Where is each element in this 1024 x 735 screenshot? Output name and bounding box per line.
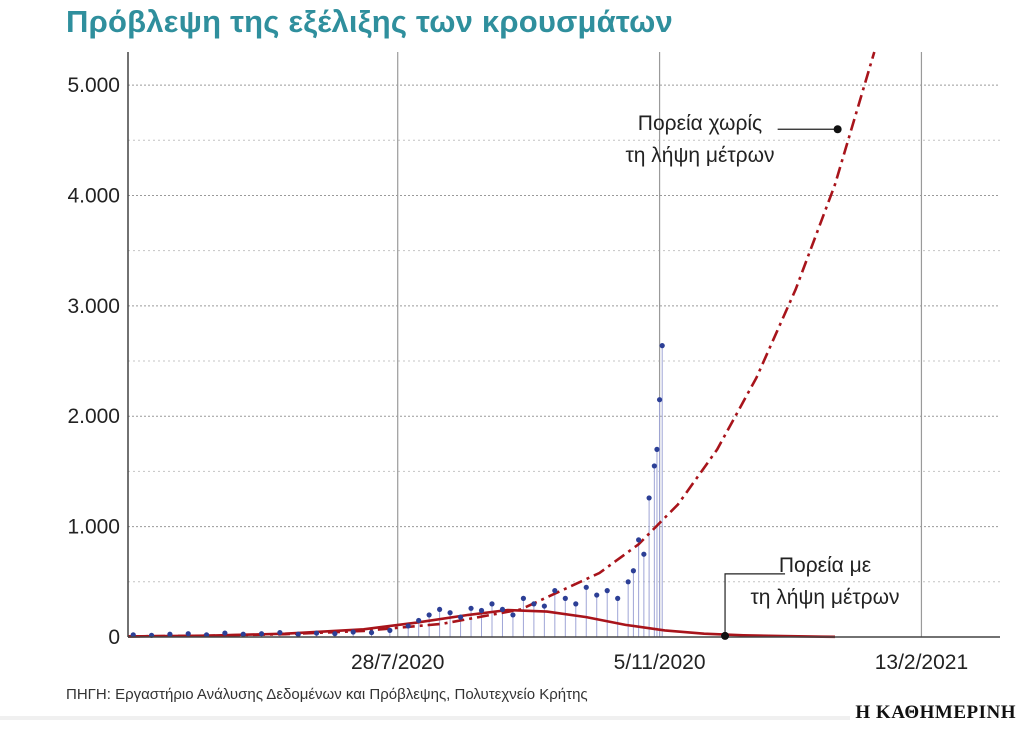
y-tick-label: 5.000 <box>67 74 120 97</box>
observed-point <box>604 588 610 594</box>
observed-point <box>552 588 558 594</box>
forecast-with-measures-line <box>127 608 836 639</box>
publisher-logo: Η ΚΑΘΗΜΕΡΙΝΗ <box>855 702 1016 723</box>
observed-point <box>510 612 516 618</box>
chart-title: Πρόβλεψη της εξέλιξης των κρουσμάτων <box>66 4 673 39</box>
observed-point <box>573 601 579 607</box>
observed-point <box>387 627 393 633</box>
observed-point <box>659 343 665 349</box>
observed-point <box>478 607 485 614</box>
y-tick-label: 2.000 <box>67 405 120 428</box>
observed-point <box>489 601 495 607</box>
annotation-layer: Πορεία χωρίς τη λήψη μέτρων Πορεία με τη λή… <box>625 112 900 640</box>
annotation-marker <box>721 631 730 640</box>
annotation-leader <box>724 573 786 634</box>
observed-point <box>654 446 660 452</box>
observed-point <box>636 537 642 543</box>
observed-point <box>583 584 589 590</box>
observed-point <box>222 630 228 636</box>
y-tick-label: 0 <box>108 626 120 649</box>
y-tick-label: 4.000 <box>67 184 120 207</box>
observed-point <box>368 629 375 636</box>
footer-divider <box>0 716 850 720</box>
observed-point <box>562 595 568 601</box>
grid-layer <box>128 52 1000 637</box>
observed-point <box>130 632 136 638</box>
observed-point <box>646 495 652 501</box>
annotation-text: Πορεία με <box>779 554 871 577</box>
observed-point <box>651 463 657 469</box>
observed-point <box>405 623 411 629</box>
observed-point <box>520 595 527 601</box>
x-tick-label: 13/2/2021 <box>875 651 968 674</box>
observed-point <box>313 630 320 636</box>
annotation-text: τη λήψη μέτρων <box>625 144 774 167</box>
source-note: ΠΗΓΗ: Εργαστήριο Ανάλυσης Δεδομένων και … <box>66 686 588 703</box>
observed-point <box>240 631 246 637</box>
observed-point <box>630 568 636 574</box>
forecast-no-measures-line <box>127 51 876 638</box>
annotation-text: Πορεία χωρίς <box>638 112 762 135</box>
x-tick-label: 28/7/2020 <box>351 651 444 674</box>
observed-point <box>447 610 453 616</box>
observed-point <box>457 614 464 620</box>
annotation-marker <box>833 125 842 134</box>
forecast-lines-layer <box>127 51 876 639</box>
observed-point <box>332 631 338 637</box>
observed-point <box>531 601 537 607</box>
observed-point <box>468 605 474 611</box>
observed-point <box>350 629 356 635</box>
y-tick-label: 3.000 <box>67 295 120 318</box>
observed-point <box>625 579 631 585</box>
observed-points-layer <box>130 343 665 638</box>
observed-point <box>416 617 422 624</box>
y-tick-label: 1.000 <box>67 516 120 539</box>
observed-point <box>295 631 301 637</box>
observed-point <box>641 551 647 557</box>
observed-point <box>203 632 210 638</box>
observed-point <box>258 631 265 637</box>
observed-point <box>656 397 663 403</box>
observed-point <box>277 629 283 636</box>
observed-point <box>541 603 547 609</box>
observed-point <box>615 595 621 601</box>
observed-point <box>185 631 191 637</box>
observed-point <box>499 606 506 613</box>
annotation-text: τη λήψη μέτρων <box>750 586 899 609</box>
observed-point <box>437 606 443 613</box>
observed-point <box>167 631 173 637</box>
axis-layer: 0 1.000 2.000 3.000 4.000 5.000 28/7/2020 5/11/… <box>67 52 1000 674</box>
observed-point <box>426 612 432 618</box>
x-tick-label: 5/11/2020 <box>614 651 706 674</box>
observed-point <box>594 592 600 598</box>
